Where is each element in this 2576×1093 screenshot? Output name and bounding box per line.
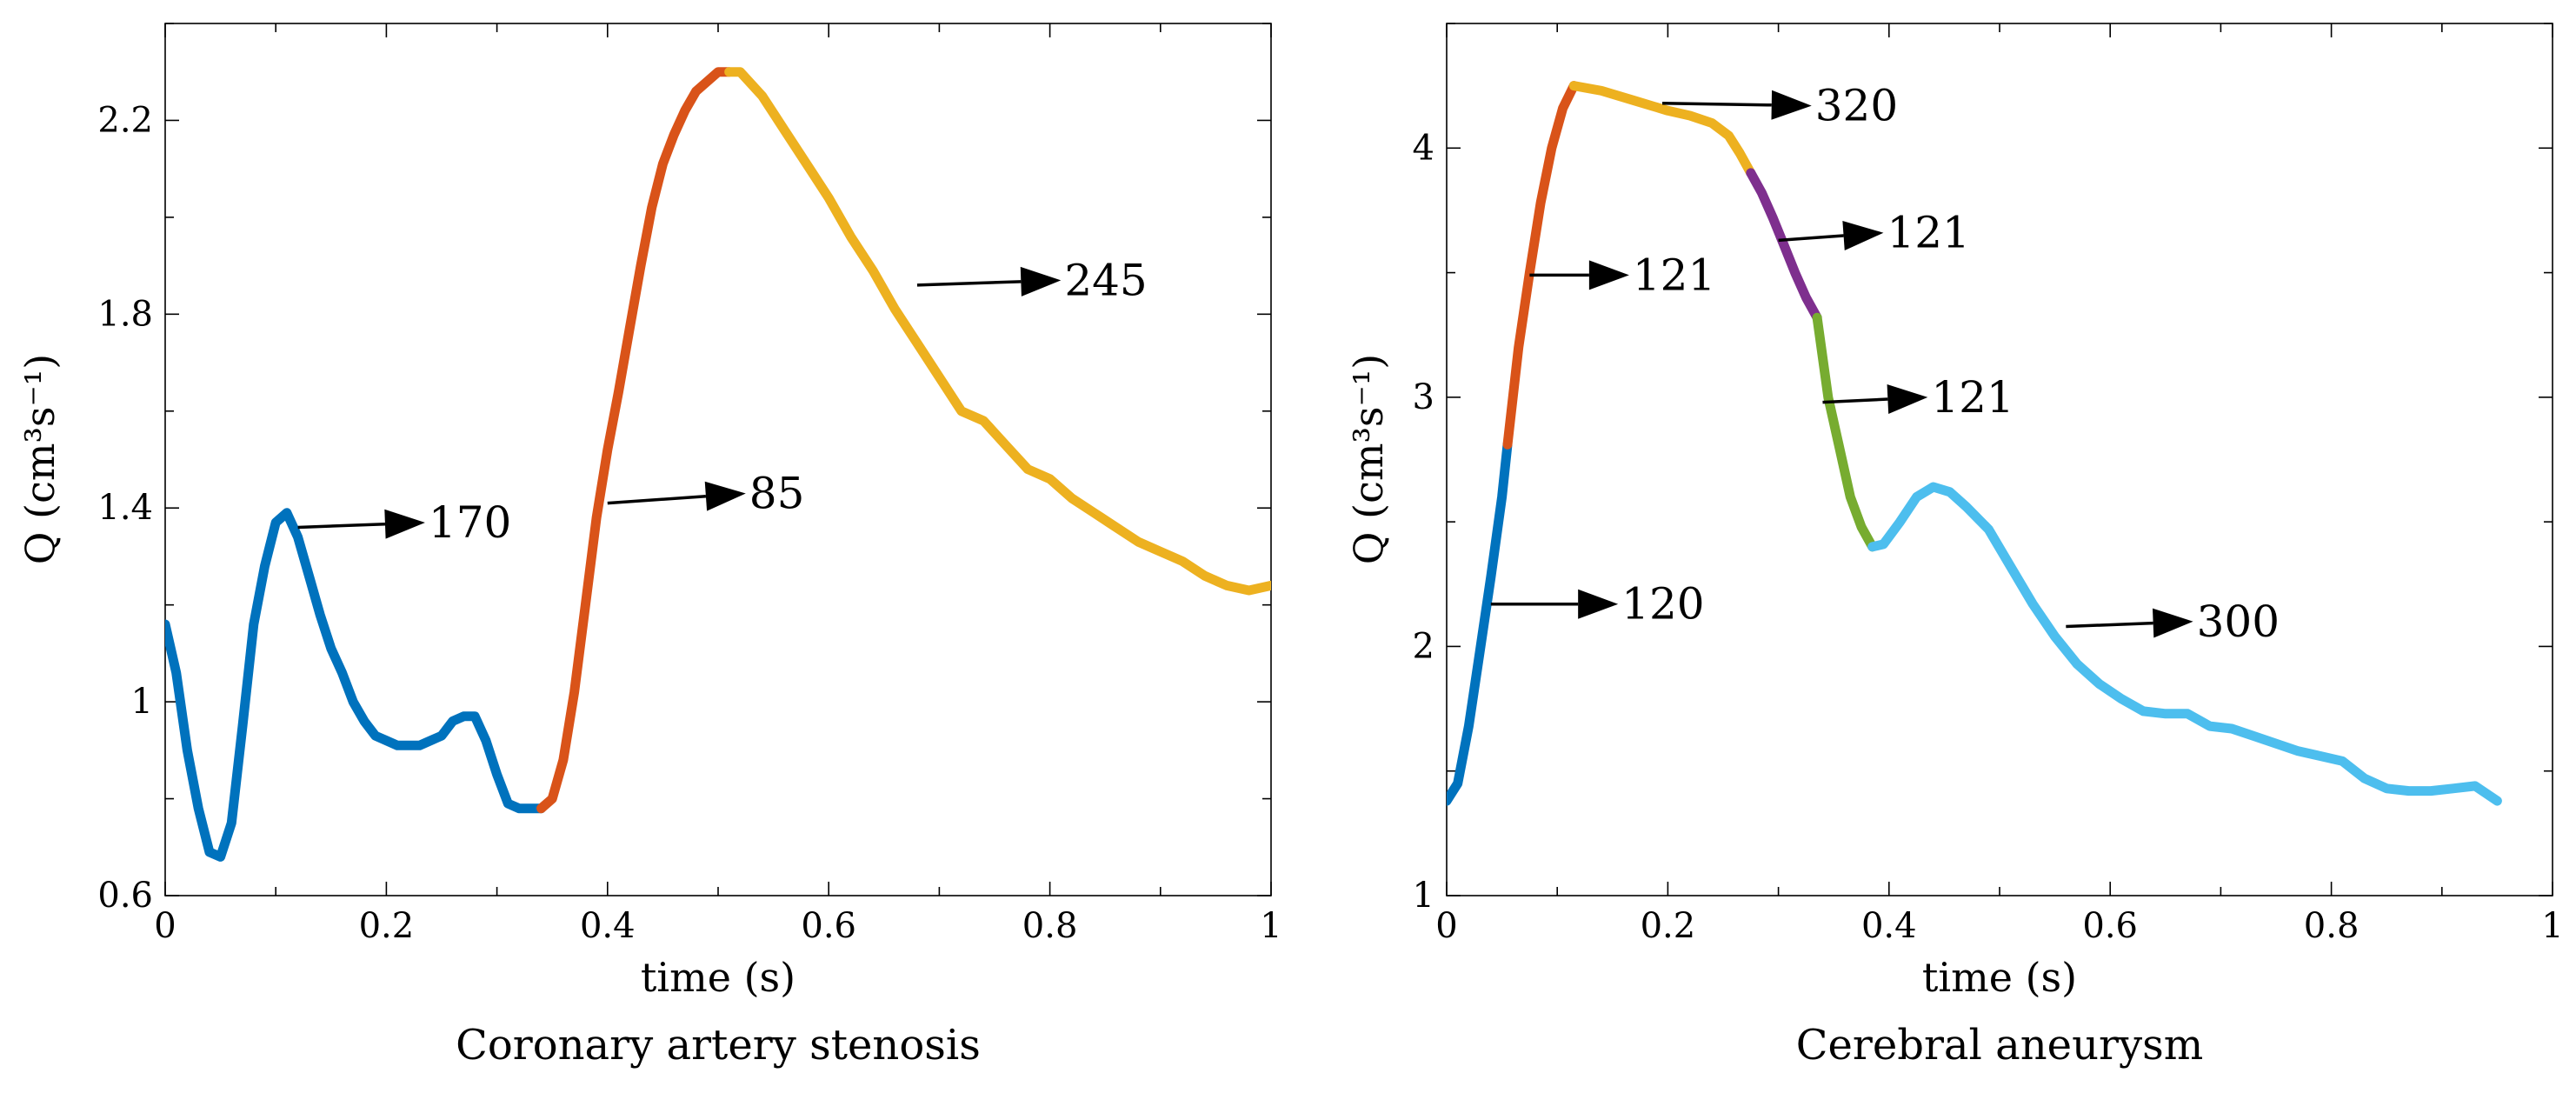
annotation-label: 121: [1887, 208, 1969, 258]
series-line-segment-2: [536, 67, 735, 814]
annotation-label: 245: [1064, 255, 1147, 305]
series-line-segment-1: [1447, 439, 1513, 806]
axes-frame: [164, 23, 1272, 896]
y-tick-label: 1.8: [97, 294, 153, 334]
annotation-arrow: [916, 280, 1022, 287]
annotation-label: 120: [1621, 579, 1704, 630]
series-line-segment-3: [1568, 81, 1756, 178]
annotation-label: 85: [749, 469, 805, 519]
x-tick-label: 0: [1435, 906, 1457, 946]
x-tick-label: 0.8: [2304, 906, 2360, 946]
series-line-segment-2: [1502, 81, 1579, 450]
y-tick-label: 0.6: [97, 876, 153, 916]
series-line-segment-1: [165, 508, 546, 862]
chart-coronary-artery-stenosis: 0 0.2 0.4 0.6 0.8 1 0.6 1 1.4 1.8 2.2 170 85 245 tim…: [17, 23, 1282, 1070]
series-line-segment-4: [1746, 168, 1822, 323]
chart-caption: Coronary artery stenosis: [456, 1021, 981, 1070]
x-tick-label: 0: [154, 906, 176, 946]
annotation-layer: 170 85 245: [297, 255, 1148, 548]
annotation-layer: 120 121 320 121 121 300: [1490, 81, 2280, 647]
x-tick-label: 0.4: [580, 906, 636, 946]
annotation-arrowhead: [704, 481, 746, 511]
annotation-label: 121: [1633, 250, 1715, 300]
y-axis-label: Q (cm³s⁻¹): [1345, 354, 1392, 564]
series-line-segment-6: [1867, 482, 2502, 806]
ticks: 0 0.2 0.4 0.6 0.8 1 0.6 1 1.4 1.8 2.2: [97, 23, 1282, 946]
x-tick-label: 0.6: [801, 906, 856, 946]
axes-frame: [1446, 23, 2553, 896]
annotation-label: 170: [429, 497, 511, 548]
annotation-arrowhead: [1020, 266, 1062, 297]
x-axis-label: time (s): [1922, 954, 2077, 1001]
x-tick-label: 1: [2541, 906, 2563, 946]
chart-cerebral-aneurysm: 0 0.2 0.4 0.6 0.8 1 1 2 3 4 120 121 320 121 121 300 ti…: [1345, 23, 2564, 1070]
y-tick-label: 4: [1413, 128, 1434, 168]
ticks: 0 0.2 0.4 0.6 0.8 1 1 2 3 4: [1413, 23, 2564, 946]
series-layer: [1447, 81, 2502, 806]
y-tick-label: 1.4: [97, 488, 153, 528]
y-tick-label: 2: [1413, 626, 1434, 666]
y-tick-label: 3: [1413, 377, 1434, 417]
annotation-label: 300: [2197, 596, 2280, 647]
annotation-arrowhead: [1887, 384, 1928, 415]
annotation-arrowhead: [384, 509, 425, 539]
annotation-arrowhead: [1771, 90, 1812, 120]
annotation-arrow: [1822, 397, 1888, 404]
annotation-arrow: [607, 494, 707, 505]
x-tick-label: 0.2: [1641, 906, 1696, 946]
y-tick-label: 1: [1413, 876, 1434, 916]
annotation-arrowhead: [1842, 221, 1884, 250]
y-axis-label: Q (cm³s⁻¹): [17, 354, 63, 564]
annotation-arrowhead: [1578, 589, 1619, 619]
y-tick-label: 2.2: [97, 100, 153, 140]
annotation-arrow: [1662, 101, 1772, 107]
x-tick-label: 1: [1260, 906, 1281, 946]
x-axis-label: time (s): [641, 954, 795, 1001]
y-tick-label: 1: [131, 682, 153, 722]
x-tick-label: 0.8: [1022, 906, 1078, 946]
annotation-arrow: [1778, 234, 1844, 243]
annotation-label: 121: [1931, 372, 2014, 423]
annotation-arrow: [2066, 621, 2153, 629]
annotation-arrow: [297, 522, 386, 530]
series-line-segment-3: [724, 67, 1271, 596]
series-line-segment-5: [1812, 312, 1878, 552]
x-tick-label: 0.4: [1861, 906, 1917, 946]
chart-caption: Cerebral aneurysm: [1796, 1021, 2203, 1070]
annotation-label: 320: [1815, 81, 1898, 131]
x-tick-label: 0.2: [359, 906, 415, 946]
series-layer: [165, 67, 1271, 862]
x-tick-label: 0.6: [2082, 906, 2138, 946]
annotation-arrowhead: [1588, 260, 1629, 290]
annotation-arrowhead: [2152, 608, 2193, 638]
